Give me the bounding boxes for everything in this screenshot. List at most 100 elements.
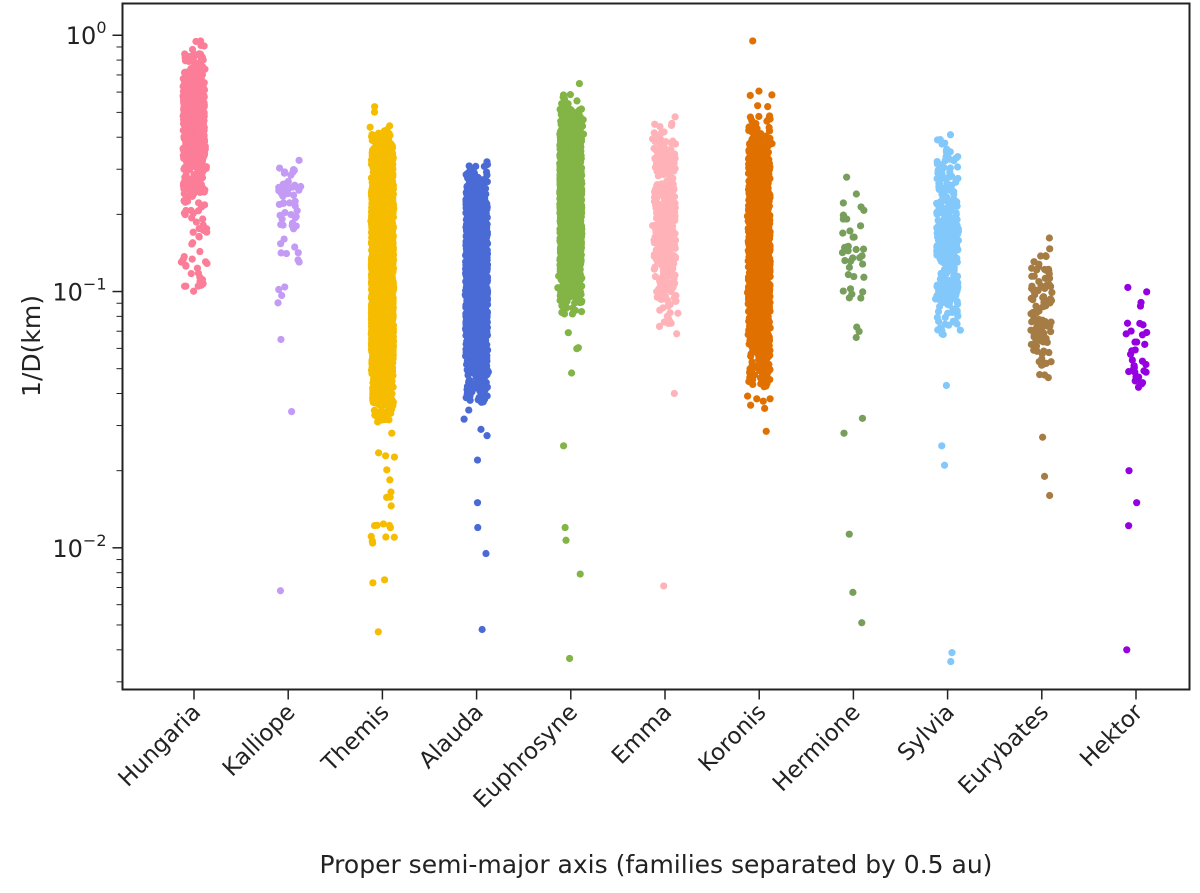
data-point (385, 386, 394, 395)
data-point (291, 243, 299, 251)
data-point (185, 129, 193, 137)
data-point (187, 206, 195, 215)
data-point (388, 429, 396, 437)
data-point (385, 308, 393, 317)
data-point (367, 217, 375, 225)
data-point (374, 245, 383, 254)
data-point (373, 316, 381, 324)
data-point (372, 303, 380, 311)
data-point (189, 152, 197, 160)
data-point (380, 195, 388, 203)
data-point (382, 533, 390, 541)
data-point (277, 220, 285, 229)
data-point (279, 191, 287, 199)
data-point (194, 207, 203, 215)
data-point (184, 164, 192, 172)
data-point (387, 402, 395, 410)
data-point (372, 180, 380, 188)
data-point (390, 283, 398, 292)
data-point (388, 317, 396, 326)
data-point (380, 576, 389, 584)
data-point (275, 187, 283, 195)
data-point (383, 126, 391, 134)
data-point (191, 58, 199, 67)
data-point (381, 393, 389, 402)
data-point (279, 199, 288, 207)
data-point (199, 226, 208, 234)
data-point (378, 288, 386, 296)
data-point (379, 381, 388, 389)
data-point (199, 63, 207, 71)
data-point (368, 537, 376, 545)
data-point (390, 533, 398, 541)
data-point (376, 166, 384, 175)
data-point (191, 146, 199, 155)
data-point (371, 103, 379, 111)
data-point (200, 91, 208, 99)
data-point (388, 212, 396, 220)
data-point (193, 126, 201, 135)
data-point (188, 240, 196, 248)
data-point (372, 193, 380, 201)
data-point (181, 107, 189, 115)
data-point (295, 156, 303, 164)
data-point (375, 369, 383, 378)
data-point (197, 132, 205, 140)
data-point (203, 259, 211, 268)
data-point (188, 214, 196, 222)
data-point (198, 277, 206, 285)
data-point (380, 209, 389, 217)
data-point (184, 68, 193, 76)
data-point (385, 274, 393, 283)
data-point (182, 136, 190, 144)
data-point (277, 240, 285, 248)
data-point (196, 247, 204, 256)
data-point (197, 55, 206, 64)
data-point (184, 121, 192, 129)
data-point (288, 408, 296, 416)
data-point (368, 284, 376, 293)
data-point (295, 258, 303, 266)
data-point (374, 388, 382, 396)
data-point (370, 521, 379, 530)
data-point (389, 154, 397, 162)
data-point (275, 285, 283, 294)
data-point (189, 190, 198, 198)
data-point (369, 233, 377, 242)
data-point (387, 169, 395, 177)
data-point (389, 233, 397, 241)
data-point (185, 81, 193, 89)
data-point (369, 146, 377, 154)
data-point (382, 225, 390, 233)
data-point (383, 412, 391, 420)
data-point (292, 222, 300, 230)
data-point (369, 168, 377, 176)
data-point (374, 418, 382, 426)
data-point (366, 123, 374, 131)
data-point (190, 171, 198, 179)
data-point (278, 291, 286, 300)
data-point (379, 303, 387, 311)
data-point (376, 268, 384, 276)
data-point (374, 203, 383, 211)
data-point (199, 221, 207, 229)
data-point (373, 134, 381, 143)
data-point (194, 269, 202, 277)
data-point (374, 449, 383, 457)
data-point (374, 628, 382, 636)
data-point (381, 452, 390, 460)
data-point (200, 188, 208, 196)
data-point (194, 199, 203, 207)
data-point (368, 158, 377, 166)
data-point (386, 493, 394, 501)
data-point (286, 199, 294, 207)
data-point (380, 295, 388, 303)
data-point (192, 218, 200, 226)
data-point (196, 80, 204, 88)
data-point (281, 208, 289, 217)
data-point (387, 302, 395, 310)
data-point (390, 453, 399, 461)
data-point (389, 334, 397, 342)
data-point (297, 182, 305, 191)
data-point (384, 346, 392, 355)
